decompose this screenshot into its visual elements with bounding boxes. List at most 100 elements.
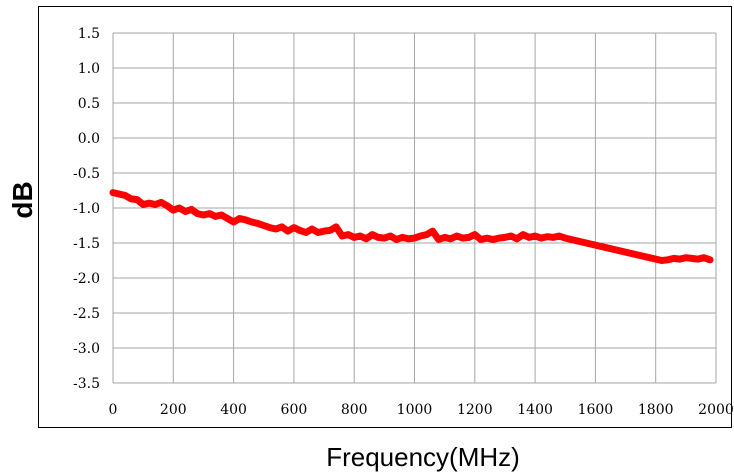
- y-tick-label: -1.5: [73, 236, 100, 252]
- x-tick-label: 1000: [397, 402, 433, 418]
- data-point: [441, 234, 448, 241]
- data-point: [483, 235, 490, 242]
- data-point: [290, 224, 297, 231]
- data-point: [489, 236, 496, 243]
- data-point: [514, 235, 521, 242]
- data-point: [694, 256, 701, 263]
- data-point: [218, 212, 225, 218]
- data-point: [501, 234, 508, 241]
- data-point: [357, 233, 364, 239]
- data-point: [706, 256, 713, 263]
- data-point: [327, 227, 334, 234]
- data-point: [592, 242, 599, 249]
- data-point: [700, 254, 707, 261]
- data-point: [315, 229, 322, 236]
- y-axis-ticks: 1.5 1.0 0.5 0.0 -0.5 -1.0 -1.5 -2.0 -2.5 -3.0 -3.5: [73, 26, 100, 392]
- x-tick-label: 0: [109, 402, 118, 418]
- data-point: [550, 234, 557, 241]
- data-point: [405, 235, 412, 242]
- data-point: [351, 234, 358, 241]
- data-point: [158, 199, 165, 206]
- data-point: [140, 201, 147, 208]
- series-line: [109, 189, 714, 264]
- data-point: [387, 233, 394, 239]
- grid-lines: [112, 32, 717, 384]
- data-point: [345, 231, 352, 238]
- data-point: [176, 205, 183, 211]
- data-point: [637, 252, 644, 259]
- data-point: [278, 223, 285, 230]
- data-point: [556, 233, 563, 239]
- data-point: [302, 229, 309, 236]
- data-point: [116, 191, 123, 197]
- data-point: [664, 256, 671, 263]
- data-point: [194, 210, 201, 217]
- data-point: [538, 235, 545, 242]
- data-point: [236, 215, 243, 222]
- x-tick-label: 400: [220, 402, 247, 418]
- x-axis-ticks: 0 200 400 600 800 1000 1200 1400 1600 1800 2000: [109, 402, 734, 418]
- data-point: [417, 233, 424, 239]
- data-point: [622, 249, 629, 256]
- data-point: [188, 206, 195, 213]
- y-axis-label: dB: [7, 181, 38, 218]
- data-point: [212, 213, 219, 220]
- data-point: [411, 235, 418, 242]
- data-point: [321, 228, 328, 235]
- data-point: [248, 219, 255, 225]
- data-point: [459, 235, 466, 242]
- data-point: [520, 231, 527, 238]
- x-tick-label: 200: [160, 402, 187, 418]
- data-point: [170, 207, 177, 214]
- data-point: [670, 255, 677, 262]
- data-point: [164, 202, 171, 209]
- data-point: [296, 227, 303, 234]
- data-point: [200, 212, 207, 218]
- series-layer: [109, 189, 714, 264]
- data-point: [272, 226, 279, 232]
- data-point: [284, 228, 291, 235]
- data-point: [532, 233, 539, 239]
- x-tick-label: 600: [281, 402, 308, 418]
- data-point: [477, 236, 484, 243]
- y-tick-label: 0.5: [78, 96, 100, 112]
- data-point: [688, 255, 695, 262]
- y-tick-label: -1.0: [73, 201, 100, 217]
- data-point: [333, 223, 340, 230]
- y-tick-label: 0.0: [78, 131, 100, 147]
- data-point: [224, 215, 231, 222]
- data-point: [682, 254, 689, 261]
- data-point: [526, 234, 533, 241]
- data-point: [429, 228, 436, 235]
- data-point: [230, 219, 237, 225]
- data-point: [676, 256, 683, 263]
- data-point: [465, 234, 472, 241]
- data-point: [652, 256, 659, 263]
- data-point: [110, 189, 116, 196]
- data-point: [339, 233, 346, 239]
- data-point: [206, 210, 213, 217]
- y-tick-label: -0.5: [73, 166, 100, 182]
- data-point: [577, 238, 584, 245]
- x-tick-label: 1800: [638, 402, 674, 418]
- data-point: [471, 231, 478, 238]
- x-tick-label: 1200: [457, 402, 493, 418]
- data-point: [453, 233, 460, 239]
- data-point: [308, 226, 315, 232]
- x-tick-label: 800: [341, 402, 368, 418]
- y-tick-label: -2.5: [73, 306, 100, 322]
- data-point: [152, 201, 159, 208]
- data-point: [266, 224, 273, 231]
- data-point: [607, 245, 614, 252]
- data-point: [242, 216, 249, 223]
- data-point: [393, 236, 400, 243]
- x-tick-label: 1400: [517, 402, 553, 418]
- y-tick-label: -3.5: [73, 376, 100, 392]
- y-tick-label: -2.0: [73, 271, 100, 287]
- data-point: [128, 195, 135, 202]
- data-point: [381, 235, 388, 242]
- data-point: [447, 235, 454, 242]
- data-point: [363, 235, 370, 242]
- data-point: [658, 257, 665, 264]
